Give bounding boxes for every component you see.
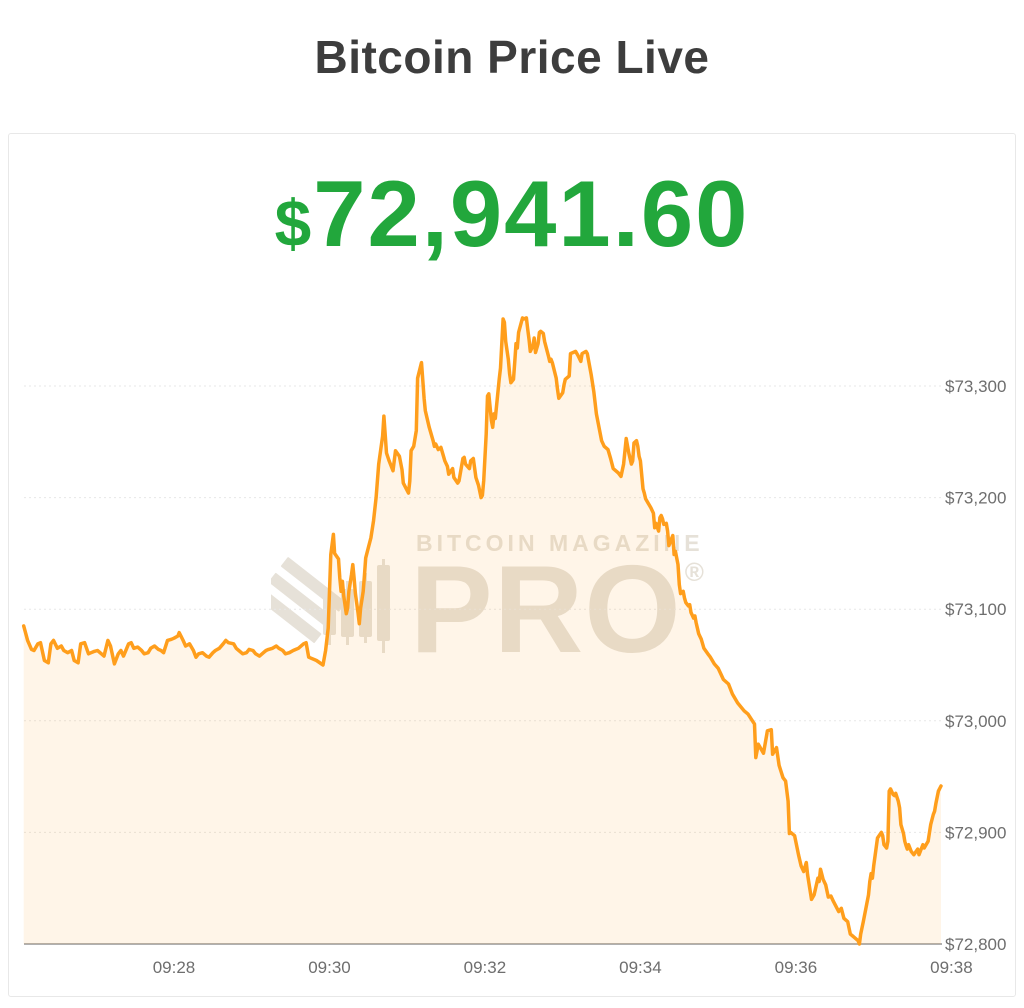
x-tick-label: 09:28	[153, 958, 196, 977]
y-tick-label: $72,900	[945, 823, 1006, 842]
x-tick-label: 09:32	[464, 958, 507, 977]
x-axis-labels: 09:28 09:30 09:32 09:34 09:36 09:38	[153, 958, 973, 977]
x-tick-label: 09:38	[930, 958, 973, 977]
x-tick-label: 09:36	[775, 958, 818, 977]
y-tick-label: $73,200	[945, 489, 1006, 508]
chart-area: BITCOIN MAGAZINE PRO® $72,800$72,900$73,…	[9, 134, 1015, 996]
live-price: $72,941.60	[9, 160, 1015, 268]
y-tick-label: $73,300	[945, 377, 1006, 396]
currency-symbol: $	[274, 186, 314, 260]
y-tick-label: $73,100	[945, 600, 1006, 619]
price-line-series	[21, 316, 943, 946]
x-tick-label: 09:34	[619, 958, 662, 977]
price-line-chart[interactable]: $72,800 $72,900 $73,000 $73,100 $73,200 $73,3…	[9, 134, 1015, 996]
y-tick-label: $73,000	[945, 712, 1006, 731]
y-tick-label: $72,800	[945, 935, 1006, 954]
chart-card: $72,941.60	[8, 133, 1016, 997]
price-area-fill	[23, 317, 941, 944]
x-tick-label: 09:30	[308, 958, 351, 977]
page-title: Bitcoin Price Live	[314, 31, 710, 83]
price-value: 72,941.60	[313, 161, 750, 266]
y-axis-labels: $72,800 $72,900 $73,000 $73,100 $73,200 $73,3…	[945, 377, 1006, 954]
